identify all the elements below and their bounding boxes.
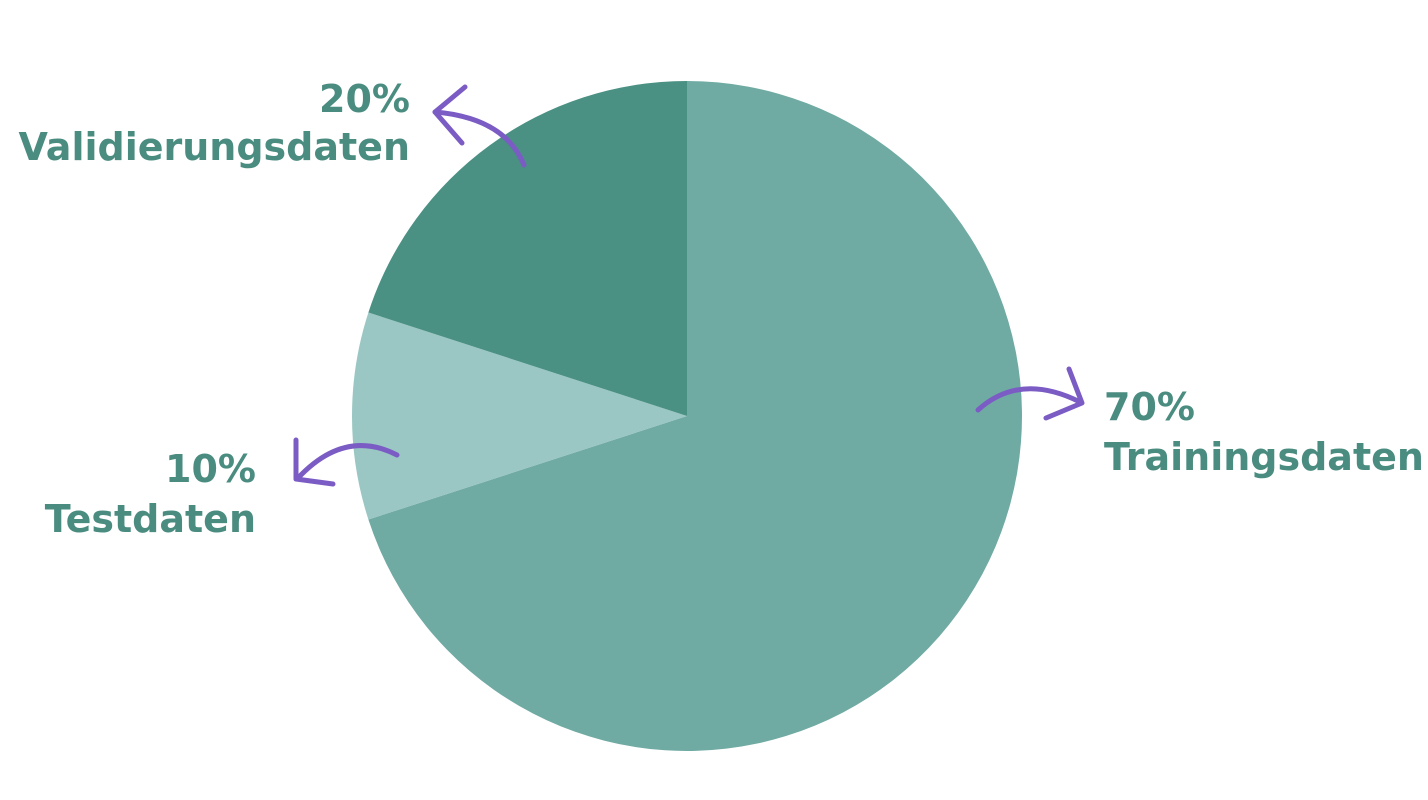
label-validierungsdaten-percent: 20% — [319, 77, 410, 121]
arrow-validierungsdaten-head — [432, 84, 468, 146]
label-validierungsdaten-name: Validierungsdaten — [18, 125, 410, 169]
pie-slice-testdaten — [351, 312, 687, 520]
pie-slices — [351, 80, 1022, 751]
label-trainingsdaten-percent: 70% — [1104, 385, 1195, 429]
arrow-validierungsdaten-curve — [432, 109, 527, 168]
arrow-trainingsdaten — [975, 366, 1085, 421]
arrow-validierungsdaten — [432, 84, 527, 168]
arrow-testdaten-curve — [295, 443, 400, 481]
label-testdaten-name: Testdaten — [45, 497, 256, 541]
arrow-testdaten — [293, 437, 400, 487]
pie-slice-trainingsdaten — [368, 81, 1022, 751]
arrow-testdaten-head — [293, 437, 336, 487]
arrow-trainingsdaten-head — [1043, 366, 1085, 421]
label-trainingsdaten-name: Trainingsdaten — [1104, 435, 1424, 479]
pie-slice-validierungsdaten — [368, 80, 687, 416]
label-testdaten-percent: 10% — [165, 447, 256, 491]
arrow-trainingsdaten-curve — [975, 386, 1083, 413]
